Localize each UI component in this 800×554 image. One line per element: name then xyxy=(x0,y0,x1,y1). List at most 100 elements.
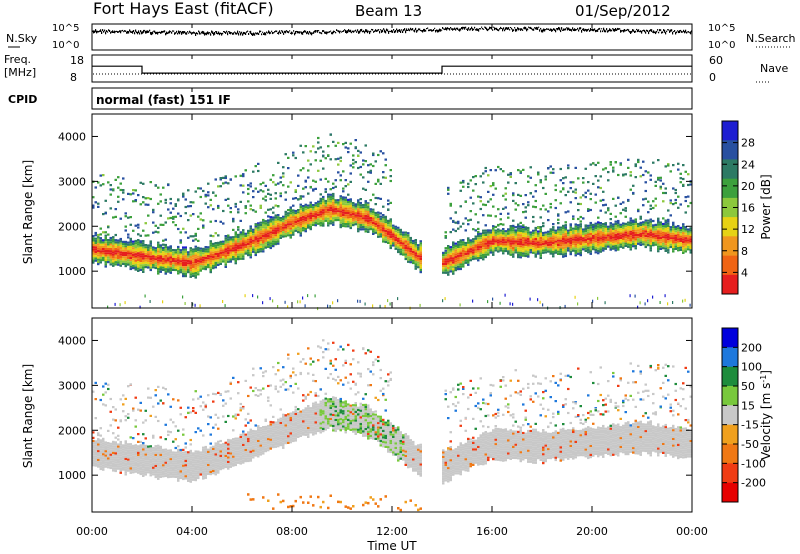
power-cell xyxy=(114,243,117,246)
power-cell xyxy=(532,245,535,248)
power-cell xyxy=(687,237,690,240)
power-cell xyxy=(532,251,535,254)
power-cell xyxy=(672,248,675,251)
velocity-cell xyxy=(124,442,127,445)
power-cell xyxy=(677,162,680,165)
power-cell xyxy=(689,201,692,205)
power-cell xyxy=(122,258,125,261)
power-cell xyxy=(667,249,670,252)
power-cell xyxy=(182,264,185,267)
noise-sample xyxy=(164,30,166,33)
power-cell xyxy=(292,218,295,221)
power-cell xyxy=(174,204,177,207)
power-cell xyxy=(279,192,282,195)
power-cell xyxy=(369,210,372,213)
power-cell xyxy=(202,250,205,253)
power-cell xyxy=(597,186,600,189)
power-cell xyxy=(199,195,202,199)
power-cell xyxy=(249,238,252,241)
velocity-cell xyxy=(99,450,102,453)
velocity-cell xyxy=(167,449,170,452)
power-cell xyxy=(237,233,240,236)
power-cell xyxy=(277,242,280,245)
noise-sample xyxy=(181,31,183,35)
power-cell xyxy=(354,205,357,208)
power-cell xyxy=(642,227,645,230)
noise-sample xyxy=(528,26,530,28)
noise-sample xyxy=(330,30,332,32)
power-cell xyxy=(642,236,645,239)
power-cell xyxy=(522,234,525,237)
power-cell xyxy=(512,231,515,234)
noise-sample xyxy=(293,30,295,32)
power-cell xyxy=(527,229,530,232)
power-cell xyxy=(204,257,207,260)
power-cell xyxy=(594,246,597,249)
power-cell xyxy=(209,198,212,201)
power-cell xyxy=(157,259,160,262)
noise-sample xyxy=(498,29,500,32)
power-cell xyxy=(229,260,232,263)
power-cell xyxy=(442,260,445,263)
power-cell xyxy=(177,265,180,268)
noise-sample xyxy=(425,29,427,32)
noise-sample xyxy=(328,31,330,33)
noise-sample xyxy=(278,31,280,35)
power-cell xyxy=(284,210,287,213)
power-cell xyxy=(392,237,395,240)
power-cell xyxy=(634,247,637,250)
power-cell xyxy=(167,183,170,187)
power-cell xyxy=(222,249,225,252)
velocity-cell xyxy=(94,462,97,465)
power-cell xyxy=(584,238,587,241)
power-cell xyxy=(199,212,202,215)
power-cell xyxy=(534,237,537,241)
velocity-cell xyxy=(167,465,170,468)
power-cell xyxy=(609,228,612,231)
power-cell xyxy=(359,173,362,176)
power-cell xyxy=(569,239,572,242)
power-cell xyxy=(514,202,517,205)
power-cell xyxy=(654,184,657,187)
power-cell xyxy=(182,261,185,264)
power-cell xyxy=(299,144,302,147)
power-cell xyxy=(624,222,627,225)
power-cell xyxy=(269,246,272,250)
velocity-cell xyxy=(102,403,105,406)
power-cell xyxy=(359,204,362,207)
power-cell xyxy=(199,251,202,255)
noise-sample xyxy=(340,30,342,32)
power-cell xyxy=(389,227,392,230)
power-cell xyxy=(652,244,655,247)
power-cell xyxy=(507,181,510,184)
power-cell xyxy=(682,164,685,167)
velocity-cell xyxy=(122,444,125,447)
power-cell xyxy=(492,238,495,241)
power-cell xyxy=(349,200,352,203)
velocity-cell xyxy=(94,451,97,454)
noise-sample xyxy=(364,31,366,34)
power-cell xyxy=(322,195,325,199)
velocity-cell xyxy=(157,449,160,452)
noise-sample xyxy=(419,28,421,31)
power-cell xyxy=(669,241,672,244)
noise-sample xyxy=(138,30,140,33)
power-cell xyxy=(399,253,402,256)
power-cell xyxy=(289,229,292,232)
power-cell xyxy=(184,253,187,256)
power-cell xyxy=(604,247,607,250)
freq-label: Freq. xyxy=(4,53,31,66)
power-cell xyxy=(684,232,687,235)
velocity-cell xyxy=(117,454,120,457)
power-cell xyxy=(202,219,205,222)
noise-sample xyxy=(389,30,391,32)
power-cell xyxy=(344,207,347,210)
power-cell xyxy=(324,204,327,207)
power-cell xyxy=(497,230,500,233)
velocity-cell xyxy=(167,471,170,474)
power-cell xyxy=(152,221,155,224)
power-cell xyxy=(224,239,227,242)
power-cell xyxy=(167,270,170,273)
velocity-cell xyxy=(112,460,115,463)
power-cell xyxy=(317,202,320,206)
